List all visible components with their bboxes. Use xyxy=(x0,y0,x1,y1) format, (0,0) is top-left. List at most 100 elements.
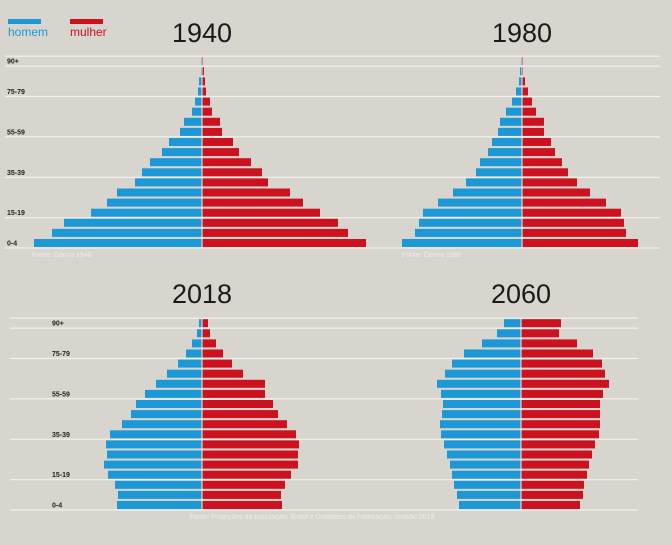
bar-mulher-75-79 xyxy=(522,87,528,96)
age-label: 90+ xyxy=(7,59,19,66)
bar-mulher-0-4 xyxy=(202,501,282,509)
bar-mulher-15-19 xyxy=(202,470,291,479)
bar-homem-45-49 xyxy=(442,410,521,419)
legend: homem mulher xyxy=(8,19,107,39)
bar-mulher-25-29 xyxy=(202,450,298,459)
bar-mulher-55-59 xyxy=(521,389,603,398)
bar-mulher-5-9 xyxy=(521,490,583,499)
bar-mulher-0-4 xyxy=(202,239,366,247)
panel-title: 2060 xyxy=(491,279,551,309)
bar-mulher-55-59 xyxy=(522,127,544,136)
bar-mulher-25-29 xyxy=(521,450,592,459)
bar-homem-60-64 xyxy=(156,379,202,388)
legend-female-swatch xyxy=(70,19,103,24)
bar-mulher-60-64 xyxy=(202,379,265,388)
bar-mulher-70-74 xyxy=(522,97,532,106)
bar-homem-85-89 xyxy=(197,329,202,338)
bar-mulher-45-49 xyxy=(202,148,239,157)
source-note: Fonte: Censo 1980 xyxy=(402,252,462,259)
bar-homem-40-44 xyxy=(150,158,202,167)
bar-homem-55-59 xyxy=(441,389,521,398)
bar-homem-75-79 xyxy=(198,87,202,96)
bar-mulher-70-74 xyxy=(202,97,210,106)
source-note: Fonte: Projeções da população: Brasil e … xyxy=(190,514,435,521)
bar-homem-80-84 xyxy=(199,77,202,86)
bar-mulher-80-84 xyxy=(202,339,216,348)
bar-homem-25-29 xyxy=(107,450,202,459)
bar-mulher-45-49 xyxy=(522,148,555,157)
bar-homem-35-39 xyxy=(441,430,521,439)
bar-mulher-10-14 xyxy=(522,218,624,227)
bar-mulher-60-64 xyxy=(522,117,544,126)
bar-homem-70-74 xyxy=(178,359,202,368)
pyramid-1940: 1940 90+ 75-79 55-59 35-39 15-19 0-4 Fonte: Cen… xyxy=(5,18,372,259)
pyramid-1980: 1980 Fonte: Censo 1980 xyxy=(372,18,660,259)
bar-mulher-45-49 xyxy=(521,410,600,419)
bar-homem-80-84 xyxy=(519,77,522,86)
bar-mulher-80-84 xyxy=(521,339,577,348)
bar-mulher-70-74 xyxy=(202,359,232,368)
bar-mulher-35-39 xyxy=(522,168,568,177)
bar-mulher-40-44 xyxy=(202,158,251,167)
panel-title: 2018 xyxy=(172,279,232,309)
bar-homem-0-4 xyxy=(34,239,202,247)
bar-mulher-50-54 xyxy=(522,138,551,146)
bar-mulher-55-59 xyxy=(202,389,265,398)
bar-homem-85-89 xyxy=(520,67,522,76)
bar-homem-70-74 xyxy=(452,359,521,368)
bar-mulher-85-89 xyxy=(202,329,210,338)
bar-homem-60-64 xyxy=(437,379,521,388)
bar-homem-25-29 xyxy=(117,188,202,197)
bar-mulher-30-34 xyxy=(522,178,577,187)
bar-mulher-15-19 xyxy=(202,208,320,217)
pyramid-2060: 2060 xyxy=(372,279,638,511)
bar-homem-65-69 xyxy=(506,107,522,116)
bar-mulher-75-79 xyxy=(202,87,206,96)
bar-mulher-0-4 xyxy=(522,239,638,247)
bar-mulher-80-84 xyxy=(522,77,525,86)
bar-homem-20-24 xyxy=(450,460,521,469)
bar-mulher-5-9 xyxy=(202,490,281,499)
bar-homem-0-4 xyxy=(459,501,521,509)
bar-homem-45-49 xyxy=(131,410,202,419)
legend-female-label: mulher xyxy=(70,25,107,39)
bar-mulher-65-69 xyxy=(202,107,212,116)
bar-mulher-20-24 xyxy=(521,460,589,469)
bar-mulher-30-34 xyxy=(202,178,268,187)
bar-mulher-50-54 xyxy=(521,400,600,408)
source-note: Fonte: Censo 1940 xyxy=(32,252,92,259)
bar-mulher-40-44 xyxy=(521,420,600,429)
age-label: 15-19 xyxy=(52,472,70,479)
bar-homem-15-19 xyxy=(452,470,521,479)
bar-mulher-90+ xyxy=(202,319,208,328)
bar-homem-15-19 xyxy=(91,208,202,217)
bar-mulher-40-44 xyxy=(522,158,562,167)
bar-homem-60-64 xyxy=(184,117,202,126)
bar-homem-25-29 xyxy=(447,450,521,459)
bar-mulher-70-74 xyxy=(521,359,602,368)
bar-homem-5-9 xyxy=(457,490,521,499)
pyramid-2018: 2018 90+ 75-79 55-59 35-39 15-19 0-4 Fonte: Pro… xyxy=(10,279,434,521)
bar-homem-20-24 xyxy=(104,460,202,469)
bar-homem-85-89 xyxy=(497,329,521,338)
bar-homem-35-39 xyxy=(142,168,202,177)
age-label: 35-39 xyxy=(7,170,25,177)
bar-mulher-5-9 xyxy=(202,228,348,237)
bar-homem-45-49 xyxy=(488,148,522,157)
age-label: 55-59 xyxy=(52,391,70,398)
bar-homem-90+ xyxy=(199,319,202,328)
bar-homem-90+ xyxy=(504,319,521,328)
bar-mulher-30-34 xyxy=(202,440,299,449)
bar-homem-70-74 xyxy=(512,97,522,106)
bar-homem-40-44 xyxy=(440,420,521,429)
bar-mulher-65-69 xyxy=(522,107,536,116)
bar-homem-75-79 xyxy=(186,349,202,358)
bar-mulher-15-19 xyxy=(521,470,587,479)
bar-mulher-20-24 xyxy=(522,198,606,207)
bar-mulher-60-64 xyxy=(202,117,220,126)
bar-mulher-15-19 xyxy=(522,208,621,217)
bar-homem-55-59 xyxy=(145,389,202,398)
bar-homem-0-4 xyxy=(402,239,522,247)
